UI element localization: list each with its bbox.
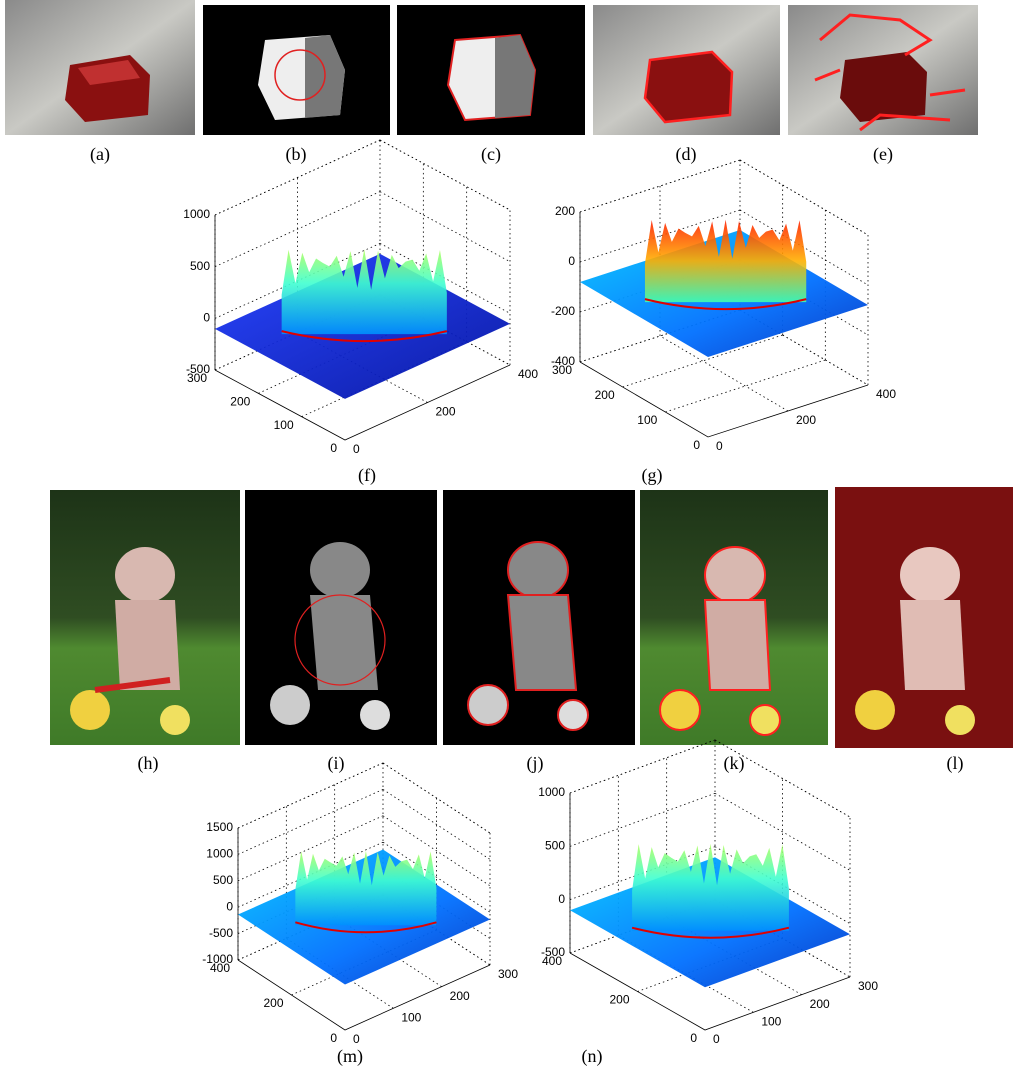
caption: (j) [527,753,544,774]
figure: (a) (b) (c) (d) (e) (f) (g) (h) (i) (j) … [0,0,1013,1066]
x-tick-label: 0 [353,442,360,456]
axis-line [580,362,868,437]
y-tick-label: 300 [552,363,572,377]
x-tick-label: 0 [353,1032,360,1046]
y-tick-label: 400 [542,954,562,968]
caption: (i) [328,753,345,774]
caption: (k) [724,753,745,774]
image-l [835,487,1013,748]
y-tick-label: 0 [690,1031,697,1045]
z-tick-label: 0 [203,311,210,325]
surface-peak [645,220,806,302]
x-tick-label: 400 [876,387,896,401]
z-tick-label: 1000 [206,847,233,861]
x-tick-label: 400 [518,367,538,381]
y-tick-label: 100 [637,413,657,427]
y-tick-label: 200 [609,993,629,1007]
caption: (a) [90,144,110,165]
z-tick-label: 1500 [206,820,233,834]
x-tick-label: 200 [796,413,816,427]
grid-line [715,740,850,817]
y-tick-label: 300 [187,371,207,385]
z-tick-label: 0 [226,899,233,913]
z-tick-label: 500 [190,259,210,273]
surface-peak [295,851,436,925]
caption: (m) [337,1046,363,1066]
grid-line [665,360,825,412]
image-k [640,490,828,745]
image-e [788,5,978,135]
caption: (l) [947,753,964,774]
x-tick-label: 0 [713,1032,720,1046]
caption: (g) [642,465,663,486]
caption: (d) [676,144,697,165]
y-tick-label: 0 [693,438,700,452]
x-tick-label: 0 [716,439,723,453]
y-tick-label: 200 [263,996,283,1010]
x-tick-label: 300 [498,967,518,981]
image-c [397,5,585,135]
image-j [443,490,635,745]
z-tick-label: 0 [558,892,565,906]
grid-line [238,789,383,854]
grid-line [570,793,715,846]
grid-line [570,740,715,793]
y-tick-label: 0 [330,441,337,455]
surface-peak [282,249,447,334]
caption: (n) [582,1046,603,1066]
z-tick-label: 200 [555,204,575,218]
caption: (f) [358,465,376,486]
z-tick-label: 500 [213,873,233,887]
caption: (e) [873,144,893,165]
x-tick-label: 200 [450,989,470,1003]
z-tick-label: 1000 [538,785,565,799]
x-tick-label: 200 [810,997,830,1011]
z-tick-label: -200 [551,304,575,318]
caption: (c) [481,144,501,165]
image-d [593,5,780,135]
image-b [203,5,390,135]
x-tick-label: 100 [401,1011,421,1025]
y-tick-label: 100 [274,418,294,432]
z-tick-label: -500 [209,926,233,940]
x-tick-label: 100 [761,1015,781,1029]
grid-line [740,160,868,235]
z-tick-label: 0 [568,254,575,268]
image-h [50,490,240,745]
caption: (h) [138,753,159,774]
image-i [245,490,437,745]
x-tick-label: 200 [436,405,456,419]
z-tick-label: 500 [545,839,565,853]
y-tick-label: 0 [330,1031,337,1045]
y-tick-label: 200 [595,388,615,402]
caption: (b) [286,144,307,165]
surface-peak [632,844,789,931]
grid-line [238,763,383,828]
y-tick-label: 200 [230,395,250,409]
x-tick-label: 300 [858,979,878,993]
y-tick-label: 400 [210,961,230,975]
image-a [5,0,195,135]
z-tick-label: 1000 [183,207,210,221]
grid-line [380,192,510,262]
